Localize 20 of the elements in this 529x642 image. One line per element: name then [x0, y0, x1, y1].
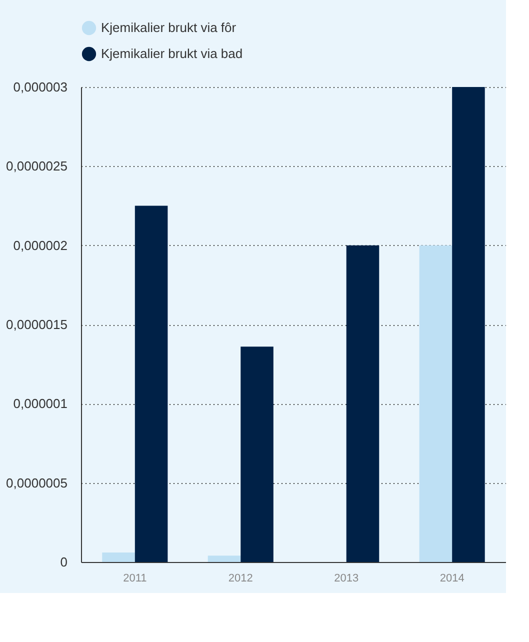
bar — [134, 206, 168, 562]
bar — [102, 552, 135, 562]
bar — [419, 245, 452, 562]
legend-label: Kjemikalier brukt via fôr — [101, 20, 237, 35]
x-tick-label: 2014 — [440, 572, 464, 584]
y-tick-label: 0,0000015 — [6, 317, 68, 332]
x-tick-label: 2013 — [334, 572, 359, 584]
bar — [346, 245, 380, 562]
legend-label: Kjemikalier brukt via bad — [101, 46, 243, 61]
bar — [240, 346, 274, 562]
y-tick-label: 0,000002 — [13, 238, 68, 253]
bar — [208, 556, 241, 562]
y-tick-label: 0,000003 — [13, 80, 68, 94]
y-tick-label: 0,0000025 — [6, 158, 68, 174]
y-tick-label: 0,000001 — [13, 396, 68, 412]
x-tick-label: 2012 — [228, 572, 253, 584]
y-tick-label: 0,0000005 — [6, 475, 68, 490]
y-tick-label: 0 — [60, 554, 68, 570]
bar — [452, 87, 485, 562]
x-tick-label: 2011 — [123, 572, 147, 584]
